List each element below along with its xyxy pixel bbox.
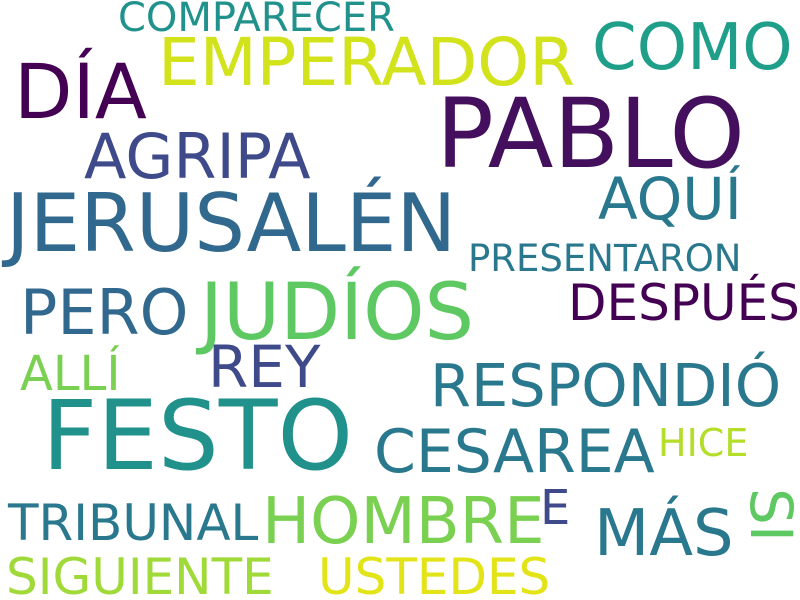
word-cesarea: CESAREA [374, 417, 655, 487]
word-siguiente: SIGUIENTE [6, 548, 274, 600]
word-comparecer: COMPARECER [118, 0, 395, 41]
word-si: SI [737, 488, 800, 542]
word-despues: DESPUÉS [568, 274, 800, 332]
word-aqui: AQUÍ [598, 165, 742, 233]
word-presentaron: PRESENTARON [468, 237, 742, 280]
word-agripa: AGRIPA [84, 120, 311, 193]
word-tribunal: TRIBUNAL [8, 494, 259, 552]
word-jerusalen: JERUSALÉN [6, 177, 457, 270]
word-pero: PERO [20, 276, 189, 349]
word-emperador: EMPERADOR [158, 24, 576, 101]
word-mas: MÁS [594, 497, 734, 571]
word-respondio: RESPONDIÓ [430, 351, 782, 420]
word-hice: HICE [658, 421, 749, 465]
word-festo: FESTO [42, 380, 354, 492]
word-hombre: HOMBRE [262, 485, 545, 559]
word-judios: JUDÍOS [200, 268, 475, 358]
word-alli: ALLÍ [20, 346, 121, 402]
word-dia: DÍA [14, 47, 147, 136]
word-ustedes: USTEDES [318, 548, 551, 600]
word-e: E [540, 480, 571, 536]
word-rey: REY [208, 333, 321, 401]
word-pablo: PABLO [436, 78, 745, 190]
word-como: COMO [592, 11, 793, 85]
